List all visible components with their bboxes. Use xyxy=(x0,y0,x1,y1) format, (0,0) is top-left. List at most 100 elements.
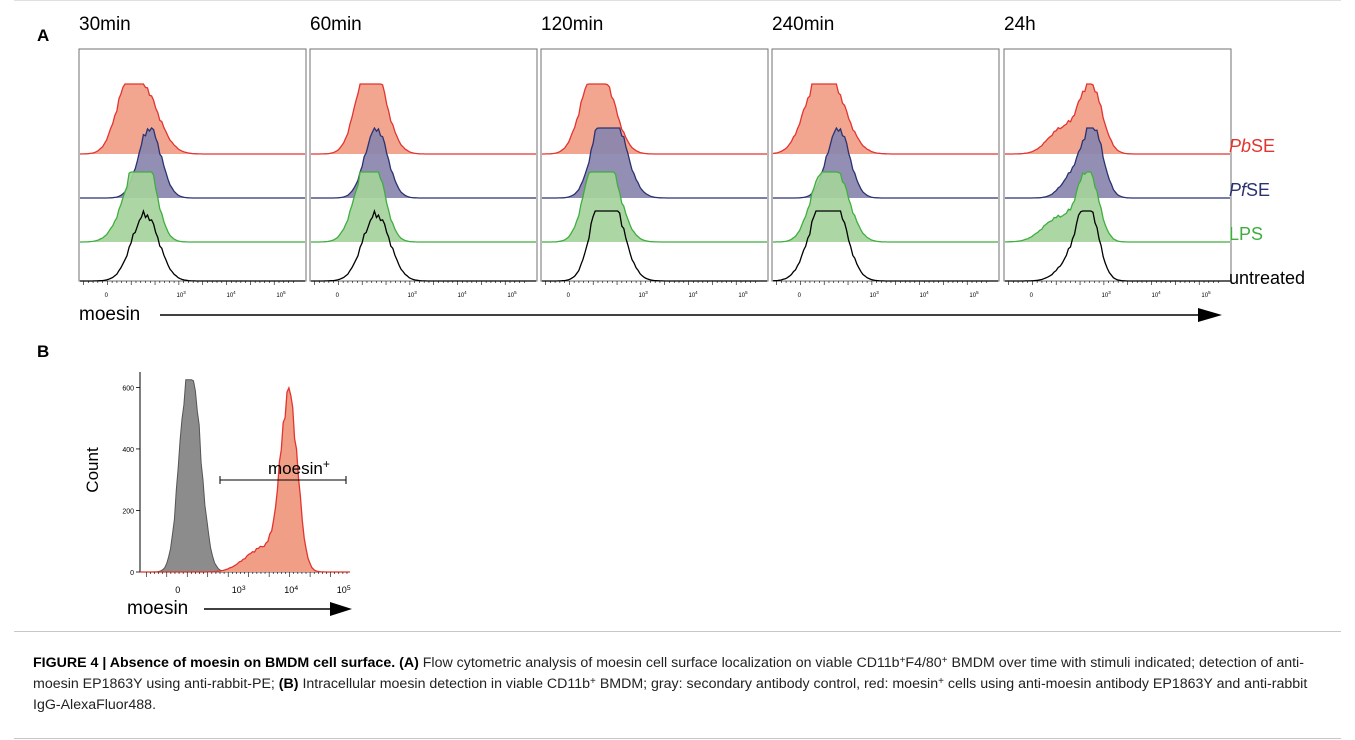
axis-tick-label: 103 xyxy=(177,290,187,299)
panel-a-arrow-head xyxy=(1198,308,1222,322)
facet-title: 30min xyxy=(79,14,131,35)
axis-tick-label: 103 xyxy=(870,290,880,299)
facet-60min: 60min 0 103 104 105 xyxy=(309,14,538,299)
panel-a-letter: A xyxy=(37,26,49,45)
facet-120min: 120min 0 103 104 105 xyxy=(540,14,769,299)
axis-tick-label: 0 xyxy=(175,585,180,595)
axis-tick-label: 0 xyxy=(798,293,802,299)
figure-canvas: A 30min 0 103 104 105 60min 0 103 104 105 120min 0 10… xyxy=(37,14,1305,619)
axis-tick-label: 103 xyxy=(408,290,418,299)
facet-frame xyxy=(78,48,307,282)
condition-label: PbSE xyxy=(1229,136,1275,156)
caption-part-b-text-1: Intracellular moesin detection in viable… xyxy=(298,676,591,692)
facet-frame xyxy=(309,48,538,282)
condition-label: PfSE xyxy=(1229,180,1270,200)
histogram-fill-LPS xyxy=(1005,172,1230,242)
histogram-line-SE xyxy=(79,83,305,155)
facet-frame xyxy=(540,48,769,282)
y-tick-label: 600 xyxy=(122,385,134,392)
histogram-line-SE xyxy=(311,126,536,199)
histogram-line-SE xyxy=(542,83,767,155)
condition-label: untreated xyxy=(1229,268,1305,288)
histogram-fill-SE xyxy=(773,84,998,154)
caption-part-b-tag: (B) xyxy=(278,676,299,692)
panel-b-arrow-head xyxy=(330,602,352,616)
axis-tick-label: 105 xyxy=(507,290,517,299)
histogram-fill-LPS xyxy=(773,172,998,242)
top-border xyxy=(14,0,1341,1)
panel-b-letter: B xyxy=(37,342,49,361)
facet-title: 24h xyxy=(1004,14,1036,35)
histogram-line-LPS xyxy=(311,171,536,243)
histogram-line-SE xyxy=(1005,83,1230,155)
histogram-line-LPS xyxy=(542,171,767,243)
caption-figure-label: FIGURE 4 | Absence of moesin on BMDM cel… xyxy=(33,655,396,671)
facet-title: 240min xyxy=(772,14,834,35)
histogram-line-untreated xyxy=(1005,210,1230,282)
histogram-line-LPS xyxy=(773,171,998,243)
caption-part-a-text-2: F4/80 xyxy=(905,655,942,671)
panel-a-x-label: moesin xyxy=(79,304,140,325)
caption-top-rule xyxy=(14,631,1341,632)
histogram-line-SE xyxy=(80,127,305,199)
histogram-fill-SE xyxy=(1005,128,1230,198)
axis-tick-label: 105 xyxy=(969,290,979,299)
histogram-fill-LPS xyxy=(542,172,767,242)
axis-tick-label: 104 xyxy=(688,290,698,299)
gate-label: moesin+ xyxy=(268,457,330,478)
axis-tick-label: 103 xyxy=(1102,290,1112,299)
histogram-line-untreated xyxy=(772,210,998,282)
facet-title: 60min xyxy=(310,14,362,35)
histogram-line-untreated xyxy=(80,208,305,282)
facet-240min: 240min 0 103 104 105 xyxy=(771,14,1000,299)
axis-tick-label: 105 xyxy=(276,290,286,299)
panel-b-x-label: moesin xyxy=(127,598,188,619)
caption-bottom-rule xyxy=(14,738,1341,739)
histogram-fill-SE xyxy=(80,84,305,154)
caption-part-a-tag: (A) xyxy=(399,655,419,671)
y-tick-label: 200 xyxy=(122,508,134,515)
axis-tick-label: 104 xyxy=(457,290,467,299)
histogram-fill-SE xyxy=(1005,84,1230,154)
histogram-line-LPS xyxy=(80,171,305,243)
axis-tick-label: 103 xyxy=(639,290,649,299)
caption-sup: + xyxy=(899,655,906,666)
histogram-fill-SE xyxy=(542,84,767,154)
axis-tick-label: 104 xyxy=(284,585,298,595)
axis-tick-label: 105 xyxy=(337,585,351,595)
caption-part-a-text-1: Flow cytometric analysis of moesin cell … xyxy=(418,655,900,671)
caption-sup: + xyxy=(938,676,944,687)
figure-caption: FIGURE 4 | Absence of moesin on BMDM cel… xyxy=(33,653,1333,716)
axis-tick-label: 104 xyxy=(226,290,236,299)
axis-tick-label: 0 xyxy=(1030,293,1034,299)
panel-a: A 30min 0 103 104 105 60min 0 103 104 105 120min 0 10… xyxy=(37,14,1305,325)
caption-part-b-text-3: cells using anti-moesin antibody EP1863Y… xyxy=(33,676,1308,713)
histogram-line-untreated xyxy=(542,210,767,282)
histogram-line-SE xyxy=(773,126,998,199)
histogram-line-SE xyxy=(772,83,998,155)
caption-sup: + xyxy=(941,655,948,666)
histogram-fill-LPS xyxy=(80,172,305,242)
histogram-line-SE xyxy=(311,83,536,155)
histogram-line-untreated xyxy=(311,208,536,282)
histogram-fill-SE xyxy=(311,84,536,154)
caption-sup: + xyxy=(590,676,596,687)
axis-tick-label: 103 xyxy=(232,585,246,595)
y-tick-label: 0 xyxy=(130,570,134,577)
facet-frame xyxy=(1003,48,1232,282)
axis-tick-label: 104 xyxy=(919,290,929,299)
axis-tick-label: 0 xyxy=(567,293,571,299)
panel-b-y-label: Count xyxy=(83,447,102,493)
panel-b: B 0 200 400 600 Count 0 103 104 105 moesin+ moesin xyxy=(37,342,352,619)
y-tick-label: 400 xyxy=(122,447,134,454)
histogram-fill-SE xyxy=(311,128,536,198)
axis-tick-label: 105 xyxy=(738,290,748,299)
histogram-line-LPS xyxy=(1005,171,1230,243)
axis-tick-label: 105 xyxy=(1201,290,1211,299)
axis-tick-label: 0 xyxy=(105,293,109,299)
facet-title: 120min xyxy=(541,14,603,35)
histogram-fill-LPS xyxy=(311,172,536,242)
histogram-sample-fill xyxy=(140,387,350,572)
caption-part-a-text-3: BMDM over time with stimuli indicated; d… xyxy=(33,655,1304,692)
axis-tick-label: 104 xyxy=(1151,290,1161,299)
